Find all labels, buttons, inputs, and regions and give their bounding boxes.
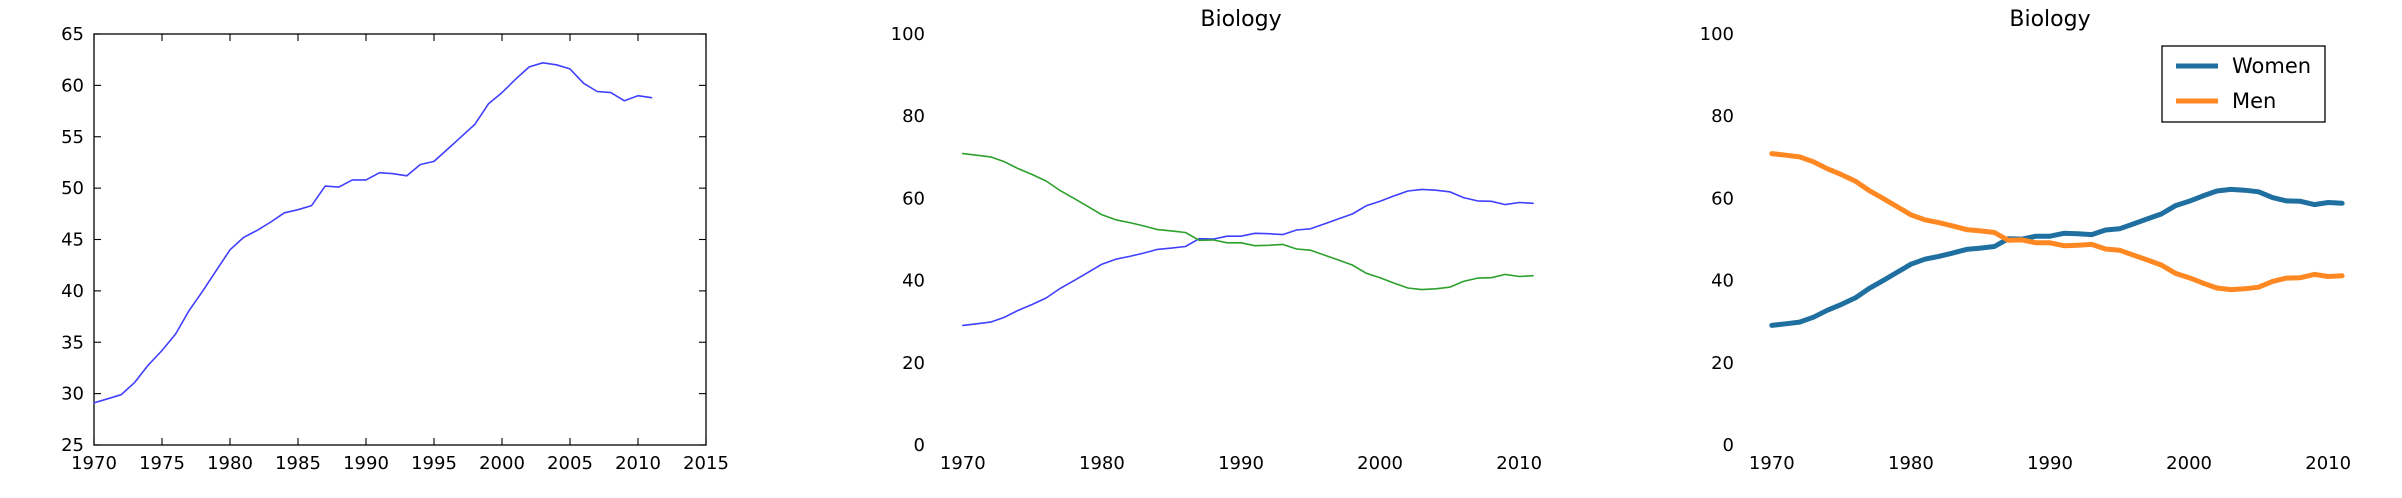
x-tick-label: 2010 — [615, 453, 661, 474]
y-tick-label: 40 — [61, 281, 84, 302]
x-tick-label: 2000 — [1357, 453, 1403, 474]
panel-biology-thin: Biology 1970 1980 1990 2000 2010 0 20 40 60 80 100 — [891, 7, 1542, 474]
y-tick-label: 60 — [902, 188, 925, 209]
y-tick-label: 60 — [1711, 188, 1734, 209]
chart-title: Biology — [1200, 7, 1281, 32]
legend-box — [2161, 45, 2326, 123]
x-tick-label: 1975 — [139, 453, 185, 474]
series-line-0 — [93, 61, 653, 404]
series-line-0 — [961, 188, 1534, 327]
y-tick-label: 20 — [1711, 353, 1734, 374]
legend: Women Men — [2161, 45, 2326, 123]
y-tick-label: 100 — [891, 24, 925, 45]
y-tick-label: 25 — [61, 435, 84, 456]
y-tick-label: 65 — [61, 24, 84, 45]
chart-title: Biology — [2009, 7, 2090, 32]
x-tick-label: 2000 — [2166, 453, 2212, 474]
x-tick-label: 2010 — [1496, 453, 1542, 474]
x-tick-label: 2015 — [683, 453, 729, 474]
x-tick-label: 2010 — [2305, 453, 2351, 474]
x-tick-label: 1980 — [1079, 453, 1125, 474]
legend-label-women: Women — [2232, 54, 2311, 78]
x-tick-label: 1970 — [1749, 453, 1795, 474]
x-tick-label: 1995 — [411, 453, 457, 474]
y-tick-label: 40 — [902, 271, 925, 292]
x-tick-label: 1985 — [275, 453, 321, 474]
series-line-women — [1769, 186, 2345, 328]
y-tick-label: 60 — [61, 75, 84, 96]
x-tick-label: 2000 — [479, 453, 525, 474]
x-tick-label: 1980 — [207, 453, 253, 474]
y-tick-label: 30 — [61, 384, 84, 405]
x-tick-label: 1990 — [343, 453, 389, 474]
x-tick-label: 1990 — [2027, 453, 2073, 474]
series-line-1 — [961, 152, 1534, 291]
series-line-men — [1769, 151, 2345, 293]
panel-overall: 1970 1975 1980 1985 1990 1995 2000 2005 2010 2015… — [61, 24, 729, 474]
x-tick-label: 1970 — [71, 453, 117, 474]
y-tick-label: 20 — [902, 353, 925, 374]
legend-label-men: Men — [2232, 89, 2276, 113]
y-tick-label: 80 — [902, 106, 925, 127]
x-tick-label: 2005 — [547, 453, 593, 474]
y-tick-label: 45 — [61, 230, 84, 251]
y-tick-label: 40 — [1711, 271, 1734, 292]
y-tick-label: 55 — [61, 127, 84, 148]
y-tick-label: 0 — [1723, 435, 1734, 456]
x-tick-label: 1990 — [1218, 453, 1264, 474]
panel-biology-thick: Biology 1970 1980 1990 2000 2010 0 20 40 60 80 100 W… — [1700, 7, 2351, 474]
y-tick-label: 100 — [1700, 24, 1734, 45]
y-tick-label: 35 — [61, 332, 84, 353]
x-tick-label: 1980 — [1888, 453, 1934, 474]
y-tick-label: 0 — [914, 435, 925, 456]
plot-frame — [93, 33, 707, 446]
y-tick-label: 80 — [1711, 106, 1734, 127]
y-tick-label: 50 — [61, 178, 84, 199]
x-tick-label: 1970 — [940, 453, 986, 474]
